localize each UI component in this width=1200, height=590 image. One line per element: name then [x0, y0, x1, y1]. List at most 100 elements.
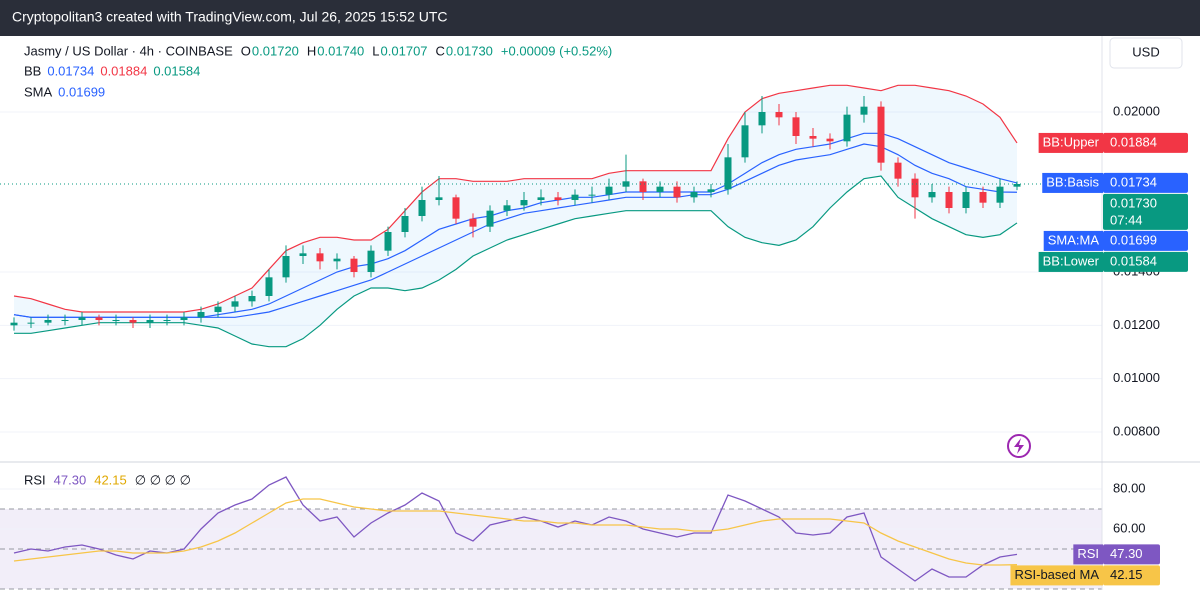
ohlc-key: O	[241, 43, 251, 58]
candle-body	[61, 320, 69, 321]
badge-name-bg	[1010, 565, 1103, 586]
candle-body	[44, 320, 52, 323]
rsi-empty: ∅ ∅ ∅ ∅	[135, 472, 191, 487]
bb-upper: 0.01884	[100, 63, 147, 78]
candle-body	[792, 117, 800, 136]
candle-body	[248, 296, 256, 302]
rsi-line	[13, 476, 1018, 582]
sma-value: 0.01699	[58, 84, 105, 99]
y-tick-label: 0.01000	[1113, 370, 1160, 385]
badge-value-bg	[1103, 565, 1160, 586]
badge-name: BB:Upper	[1043, 134, 1100, 149]
candle-body	[860, 106, 868, 115]
candle-body	[656, 186, 664, 192]
badge-name-bg	[1073, 544, 1103, 565]
y-tick-label: 0.02000	[1113, 103, 1160, 118]
price-badge: RSI-based MA 42.15	[1010, 565, 1160, 586]
candle-body	[452, 197, 460, 219]
candle-body	[741, 125, 749, 158]
indicator-line	[14, 175, 1018, 348]
sma-legend: SMA	[24, 84, 53, 99]
price-badge: BB:Basis 0.01734	[1042, 172, 1188, 193]
candle-body	[129, 320, 137, 323]
indicator-line	[13, 84, 1018, 313]
candle-body	[316, 253, 324, 262]
candle-body	[27, 322, 35, 324]
ohlc-key: L	[372, 43, 379, 58]
candle-body	[367, 250, 375, 272]
ohlc-key: H	[307, 43, 316, 58]
candle-body	[163, 320, 171, 321]
candle-body	[724, 157, 732, 190]
candle-body	[571, 194, 579, 200]
badge-value: 47.30	[1110, 546, 1143, 561]
candle-body	[911, 178, 919, 198]
candle-body	[962, 192, 970, 208]
candle-body	[469, 218, 477, 227]
candle-body	[690, 192, 698, 198]
bb-legend: BB	[24, 63, 41, 78]
rsi-value: 47.30	[54, 472, 87, 487]
price-badge: BB:Upper 0.01884	[1038, 132, 1188, 153]
ohlc-value: 0.01707	[381, 43, 428, 58]
y-tick-label: 60.00	[1113, 520, 1146, 535]
plot-layer	[0, 84, 1102, 590]
candle-body	[180, 317, 188, 320]
candle-body	[401, 216, 409, 232]
candle-body	[673, 186, 681, 198]
candle-body	[265, 277, 273, 296]
currency-button[interactable]	[1109, 37, 1183, 69]
candle-body	[146, 320, 154, 323]
change: +0.00009 (+0.52%)	[501, 43, 612, 58]
badge-value: 42.15	[1110, 567, 1143, 582]
candle-body	[979, 192, 987, 203]
price-badge: SMA:MA 0.01699	[1043, 230, 1188, 251]
candle-body	[622, 181, 630, 187]
candle-body	[537, 197, 545, 200]
candle-body	[112, 320, 120, 321]
candle-body	[418, 200, 426, 216]
badge-value-bg	[1103, 193, 1188, 230]
badge-value-bg	[1103, 251, 1188, 272]
y-tick-label: 0.01200	[1113, 317, 1160, 332]
y-tick-label: 80.00	[1113, 480, 1146, 495]
candle-body	[639, 181, 647, 192]
candle-body	[588, 194, 596, 196]
candle-body	[384, 232, 392, 251]
price-badge: 0.01730 07:44	[1103, 193, 1188, 230]
ohlc-value: 0.01740	[317, 43, 364, 58]
candle-body	[486, 210, 494, 227]
badge-value-bg	[1103, 132, 1188, 153]
badge-value: 0.01699	[1110, 232, 1157, 247]
ohlc-value: 0.01730	[446, 43, 493, 58]
badge-countdown: 07:44	[1110, 212, 1143, 227]
badge-value-bg	[1103, 544, 1160, 565]
candle-body	[299, 253, 307, 256]
y-tick-label: 0.00800	[1113, 423, 1160, 438]
badge-value: 0.01884	[1110, 134, 1157, 149]
candle-body	[775, 112, 783, 118]
rsi-ma-value: 42.15	[94, 472, 127, 487]
alert-button[interactable]	[1007, 434, 1031, 458]
candle-body	[928, 192, 936, 198]
badge-value: 0.01584	[1110, 253, 1157, 268]
alert-icon-bolt[interactable]	[1014, 438, 1024, 454]
candle-body	[78, 317, 86, 320]
badge-name-bg	[1038, 251, 1103, 272]
candle-body	[826, 138, 834, 142]
candle-body	[350, 258, 358, 272]
candle-body	[231, 301, 239, 307]
rsi-legend: RSI	[24, 472, 46, 487]
badge-value: 0.01730	[1110, 195, 1157, 210]
badge-name: BB:Lower	[1043, 253, 1100, 268]
candle-body	[945, 192, 953, 208]
rsi-line	[13, 498, 1018, 566]
symbol: Jasmy / US Dollar · 4h · COINBASE	[24, 43, 233, 58]
currency-label[interactable]: USD	[1132, 44, 1159, 59]
badge-value-bg	[1103, 230, 1188, 251]
candle-body	[707, 189, 715, 192]
candle-body	[554, 197, 562, 200]
candle-body	[877, 106, 885, 163]
bb-basis: 0.01734	[47, 63, 94, 78]
